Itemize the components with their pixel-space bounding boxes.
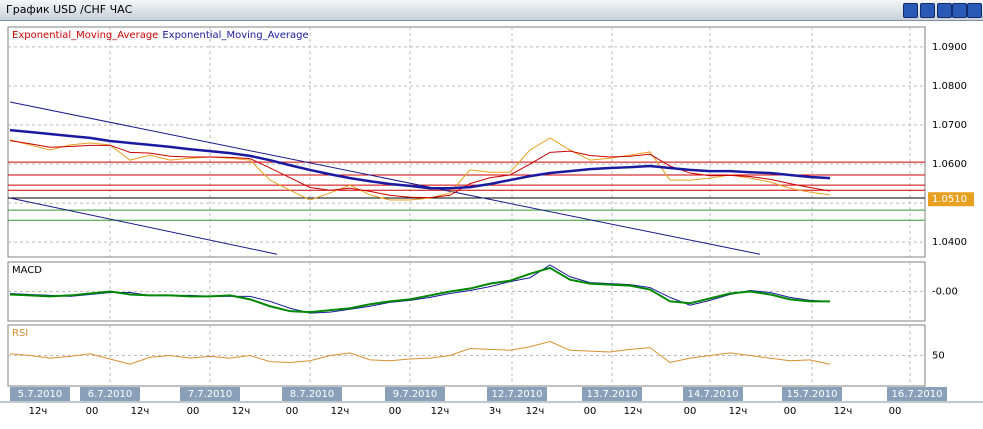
- hour-label: 12ч: [232, 406, 251, 417]
- y-tick-label: 1.0800: [932, 81, 967, 92]
- panel-title: MACD: [12, 265, 42, 276]
- hour-label: 00: [584, 406, 597, 417]
- y-tick-label: 1.0700: [932, 120, 967, 131]
- series-line: [9, 137, 831, 201]
- hour-label: 3ч: [489, 406, 501, 417]
- legend-entry: Exponential_Moving_Average: [162, 30, 308, 41]
- date-label: 9.7.2010: [393, 389, 438, 400]
- hour-label: 00: [784, 406, 797, 417]
- hour-label: 12ч: [431, 406, 450, 417]
- date-box: [80, 387, 140, 401]
- date-box: [10, 387, 70, 401]
- maximize-button[interactable]: [952, 3, 967, 18]
- hour-label: 12ч: [526, 406, 545, 417]
- legend: Exponential_Moving_Average Exponential_Mo…: [12, 30, 309, 41]
- hour-label: 00: [889, 406, 902, 417]
- last-price-label: 1.0510: [932, 194, 967, 205]
- hour-label: 12ч: [29, 406, 48, 417]
- y-tick-label: 50: [932, 351, 945, 362]
- title-bar: График USD /CHF ЧАС: [0, 0, 983, 21]
- date-box: [887, 387, 947, 401]
- date-box: [782, 387, 842, 401]
- window-title: График USD /CHF ЧАС: [6, 3, 133, 16]
- y-tick-label: 1.0900: [932, 42, 967, 53]
- date-label: 15.7.2010: [787, 389, 838, 400]
- series-line: [9, 128, 831, 190]
- y-tick-label: -0.00: [932, 287, 958, 298]
- last-price-box: [928, 192, 974, 207]
- minimize-button[interactable]: [937, 3, 952, 18]
- series-line: [9, 140, 831, 199]
- panel-frame: [7, 26, 926, 258]
- date-box: [487, 387, 547, 401]
- legend-entry: Exponential_Moving_Average: [12, 30, 158, 41]
- print-button[interactable]: [920, 3, 935, 18]
- hour-label: 12ч: [331, 406, 350, 417]
- chart: 1.04001.05001.06001.07001.08001.09001.05…: [0, 26, 983, 417]
- series-line: [9, 341, 831, 365]
- date-box: [180, 387, 240, 401]
- hour-label: 00: [187, 406, 200, 417]
- date-box: [582, 387, 642, 401]
- panel-title: RSI: [12, 328, 28, 339]
- hour-label: 00: [286, 406, 299, 417]
- date-box: [385, 387, 445, 401]
- hour-label: 12ч: [729, 406, 748, 417]
- close-button[interactable]: [967, 3, 982, 18]
- help-button[interactable]: [903, 3, 918, 18]
- hour-label: 00: [389, 406, 402, 417]
- date-box: [282, 387, 342, 401]
- series-line: [9, 266, 830, 314]
- hour-label: 12ч: [834, 406, 853, 417]
- date-label: 14.7.2010: [688, 389, 739, 400]
- date-label: 12.7.2010: [492, 389, 543, 400]
- date-box: [683, 387, 743, 401]
- hour-label: 00: [684, 406, 697, 417]
- y-tick-label: 1.0400: [932, 237, 967, 248]
- hour-label: 12ч: [131, 406, 150, 417]
- date-label: 16.7.2010: [892, 389, 943, 400]
- y-tick-label: 1.0600: [932, 159, 967, 170]
- date-label: 5.7.2010: [18, 389, 63, 400]
- hour-label: 00: [86, 406, 99, 417]
- trend-line: [9, 101, 761, 255]
- date-label: 8.7.2010: [290, 389, 335, 400]
- trend-line: [9, 197, 278, 255]
- hour-label: 12ч: [624, 406, 643, 417]
- date-label: 7.7.2010: [188, 389, 233, 400]
- date-label: 6.7.2010: [88, 389, 133, 400]
- date-label: 13.7.2010: [587, 389, 638, 400]
